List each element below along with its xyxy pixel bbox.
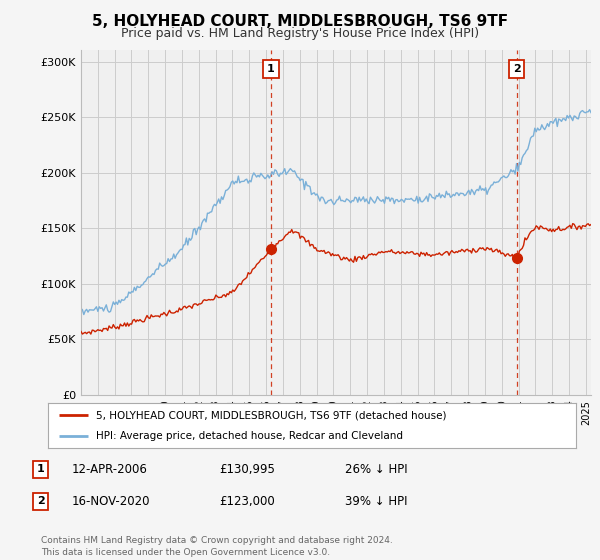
Text: 12-APR-2006: 12-APR-2006 [72,463,148,476]
Text: 2: 2 [37,496,44,506]
Text: 16-NOV-2020: 16-NOV-2020 [72,494,151,508]
Text: 5, HOLYHEAD COURT, MIDDLESBROUGH, TS6 9TF (detached house): 5, HOLYHEAD COURT, MIDDLESBROUGH, TS6 9T… [95,410,446,421]
Text: £123,000: £123,000 [219,494,275,508]
Text: 1: 1 [267,64,275,74]
Text: HPI: Average price, detached house, Redcar and Cleveland: HPI: Average price, detached house, Redc… [95,431,403,441]
Text: Price paid vs. HM Land Registry's House Price Index (HPI): Price paid vs. HM Land Registry's House … [121,27,479,40]
Text: 2: 2 [513,64,520,74]
Text: 1: 1 [37,464,44,474]
Text: 26% ↓ HPI: 26% ↓ HPI [345,463,407,476]
Text: 5, HOLYHEAD COURT, MIDDLESBROUGH, TS6 9TF: 5, HOLYHEAD COURT, MIDDLESBROUGH, TS6 9T… [92,14,508,29]
Text: £130,995: £130,995 [219,463,275,476]
Text: Contains HM Land Registry data © Crown copyright and database right 2024.
This d: Contains HM Land Registry data © Crown c… [41,536,392,557]
Text: 39% ↓ HPI: 39% ↓ HPI [345,494,407,508]
